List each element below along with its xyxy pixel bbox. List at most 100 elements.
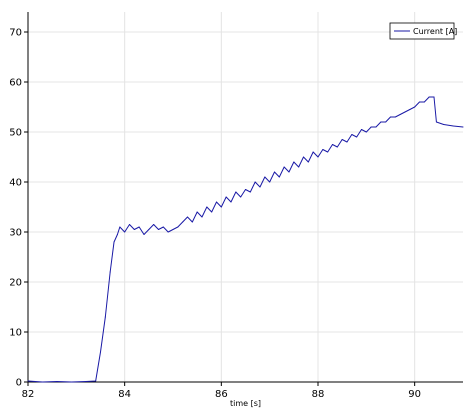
current-data-point xyxy=(356,136,358,138)
current-data-point xyxy=(298,166,300,168)
x-tick-label: 90 xyxy=(408,389,421,400)
y-tick-label: 50 xyxy=(9,128,22,139)
current-data-point xyxy=(269,181,271,183)
current-data-point xyxy=(346,141,348,143)
current-data-point xyxy=(303,156,304,158)
current-data-point xyxy=(278,176,280,178)
current-data-point xyxy=(443,124,445,125)
current-data-point xyxy=(158,229,159,230)
current-data-point xyxy=(361,129,362,130)
current-data-point xyxy=(71,381,72,383)
y-tick-label: 70 xyxy=(9,28,22,39)
current-data-point xyxy=(138,226,140,228)
x-tick-label: 88 xyxy=(312,389,325,400)
current-data-point xyxy=(394,116,396,118)
current-data-point xyxy=(390,116,391,118)
current-data-point xyxy=(162,226,164,228)
current-data-point xyxy=(129,224,130,225)
current-data-point xyxy=(167,231,169,233)
current-data-point xyxy=(206,206,208,208)
current-data-point xyxy=(95,380,97,382)
y-tick-label: 40 xyxy=(9,178,22,189)
current-data-point xyxy=(327,151,329,153)
current-data-point xyxy=(380,121,382,123)
axes xyxy=(27,12,463,383)
current-data-point xyxy=(27,380,29,382)
current-data-point xyxy=(452,125,454,127)
current-data-point xyxy=(414,106,416,108)
current-data-point xyxy=(220,206,222,208)
current-data-point xyxy=(100,351,101,353)
current-data-point xyxy=(109,271,111,273)
current-data-point xyxy=(336,146,338,148)
current-data-point xyxy=(119,226,121,228)
current-data-point xyxy=(435,121,437,123)
current-data-point xyxy=(177,226,179,228)
y-tick-label: 10 xyxy=(9,328,22,339)
current-data-point xyxy=(293,161,295,163)
legend-label: Current [A] xyxy=(413,27,457,36)
y-tick-label: 60 xyxy=(9,78,22,89)
current-data-point xyxy=(211,211,213,213)
current-data-point xyxy=(153,224,155,225)
current-data-point xyxy=(283,166,285,168)
current-data-point xyxy=(322,149,324,150)
current-data-point xyxy=(385,121,387,123)
current-data-point xyxy=(428,96,430,98)
y-tick-label: 30 xyxy=(9,228,22,239)
current-data-point xyxy=(249,191,251,193)
current-data-point xyxy=(191,221,193,223)
current-data-point xyxy=(143,234,145,235)
current-data-point xyxy=(351,134,353,135)
current-data-point xyxy=(399,114,401,115)
x-axis-ticks: 82 84 86 88 90 xyxy=(22,382,421,400)
current-data-point xyxy=(187,216,188,218)
y-axis-ticks: 0 10 20 30 40 50 60 70 xyxy=(9,28,28,389)
current-data-point xyxy=(365,131,367,133)
current-data-point xyxy=(312,151,314,153)
current-data-point xyxy=(370,126,372,128)
current-data-point xyxy=(264,176,266,178)
current-data-point xyxy=(201,216,203,218)
current-data-point xyxy=(288,171,290,173)
current-data-point xyxy=(423,101,425,103)
current-data-point xyxy=(307,161,309,163)
current-data-point xyxy=(113,241,115,243)
current-data-point xyxy=(104,316,106,318)
current-data-point xyxy=(404,111,406,113)
legend[interactable]: Current [A] xyxy=(389,22,457,40)
current-data-point xyxy=(230,201,232,203)
current-data-point xyxy=(419,101,420,103)
current-data-point xyxy=(196,211,198,213)
current-data-point xyxy=(375,126,377,128)
series-layer xyxy=(27,96,464,383)
current-data-point xyxy=(56,381,58,382)
current-data-point xyxy=(182,221,184,223)
current-data-point xyxy=(235,191,237,193)
x-tick-label: 84 xyxy=(118,389,131,400)
current-data-point xyxy=(148,229,150,230)
y-tick-label: 0 xyxy=(16,378,22,389)
current-data-point xyxy=(341,139,343,140)
current-data-point xyxy=(85,381,87,382)
current-data-point xyxy=(116,234,118,235)
legend-box xyxy=(389,22,455,40)
x-tick-label: 82 xyxy=(22,389,35,400)
current-data-point xyxy=(133,229,135,230)
current-data-point xyxy=(254,181,256,183)
current-data-point xyxy=(240,196,242,198)
current-data-point xyxy=(245,189,246,190)
current-data-point xyxy=(274,171,275,173)
current-data-point xyxy=(124,231,126,233)
x-axis-label: time [s] xyxy=(230,399,261,408)
current-data-point xyxy=(225,196,227,198)
current-data-point xyxy=(42,381,43,383)
current-data-point xyxy=(216,201,217,203)
current-data-point xyxy=(259,186,261,188)
current-data-point xyxy=(409,109,411,110)
current-data-point xyxy=(433,96,435,98)
x-tick-label: 86 xyxy=(215,389,228,400)
current-data-point xyxy=(317,156,319,158)
